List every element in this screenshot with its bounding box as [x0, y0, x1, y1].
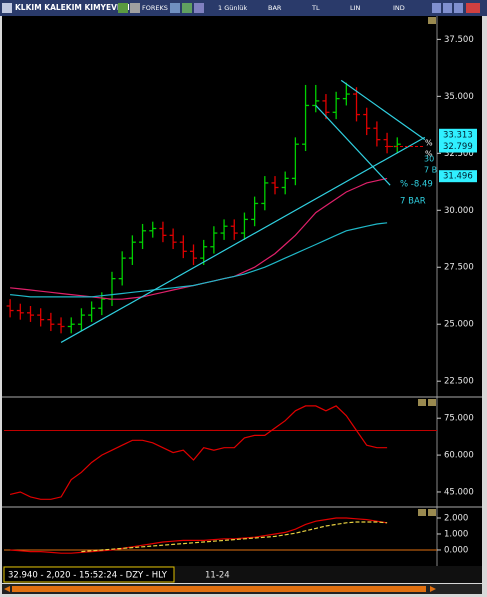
panel-button[interactable] [418, 509, 426, 516]
close-button[interactable] [466, 3, 480, 13]
price-label: 31.496 [443, 172, 473, 182]
signal-line [81, 521, 388, 553]
rsi-line [9, 405, 388, 500]
scrollbar-thumb[interactable] [12, 586, 426, 592]
trendline [315, 105, 391, 186]
price-label-box [439, 140, 477, 153]
period[interactable]: 1 Günlük [218, 4, 247, 12]
source: FOREKS [142, 4, 168, 12]
trendline [60, 136, 426, 343]
scroll-right[interactable] [430, 586, 436, 592]
y-tick-label: 32.500 [444, 149, 474, 159]
price-label-box [439, 128, 477, 141]
trendline [340, 79, 426, 141]
date-label: 11-24 [205, 571, 230, 581]
currency[interactable]: TL [311, 4, 320, 12]
plot-layer: 37.500 35.000 32.500 30.000 27.500 25.000 22.5… [4, 35, 477, 555]
annotation: % [425, 139, 433, 148]
y-tick-label: 22.500 [444, 377, 474, 387]
y-tick-label: 25.000 [444, 320, 474, 330]
macd-line [10, 517, 388, 554]
y-tick-label: 2.000 [444, 513, 468, 523]
y-tick-label: 0.000 [444, 545, 468, 555]
toolbar-icon[interactable] [118, 3, 128, 13]
indicators[interactable]: IND [393, 4, 405, 12]
annotation: % [425, 150, 433, 159]
restore-button[interactable] [454, 3, 463, 13]
maximize-button[interactable] [443, 3, 452, 13]
price-label: 33.313 [443, 130, 473, 140]
scroll-left[interactable] [4, 586, 10, 592]
quote: 32.940 - 2,020 - 15:52:24 - DZY - HLY [8, 571, 168, 581]
annotation: 30 [424, 155, 434, 164]
annotation: 7 BAR [400, 197, 426, 207]
y-tick-label: 45.000 [444, 487, 474, 497]
symbol: KLKIM KALEKIM KIMYEVI M [15, 3, 130, 12]
price-label: 32.799 [443, 142, 473, 152]
toolbar-icon[interactable] [130, 3, 140, 13]
toolbar-icon[interactable] [194, 3, 204, 13]
y-tick-label: 60.000 [444, 451, 474, 461]
scale[interactable]: LIN [350, 4, 361, 12]
y-tick-label: 75.000 [444, 414, 474, 424]
minimize-button[interactable] [432, 3, 441, 13]
toolbar-icon[interactable] [182, 3, 192, 13]
window-icon [2, 3, 12, 13]
moving-average [10, 222, 388, 298]
y-tick-label: 1.000 [444, 529, 468, 539]
annotation: % -8.49 [400, 180, 433, 190]
y-tick-label: 37.500 [444, 35, 474, 45]
panel-button[interactable] [418, 399, 426, 406]
y-tick-label: 30.000 [444, 206, 474, 216]
y-tick-label: 27.500 [444, 263, 474, 273]
chart-style[interactable]: BAR [268, 4, 282, 12]
panel-button[interactable] [428, 17, 436, 24]
panel-button[interactable] [428, 509, 436, 516]
y-tick-label: 35.000 [444, 92, 474, 102]
annotation: 7 B [424, 166, 437, 175]
quote-box [3, 566, 175, 583]
chart-area [2, 16, 482, 566]
panel-button[interactable] [428, 399, 436, 406]
toolbar-icon[interactable] [170, 3, 180, 13]
price-label-box [439, 170, 477, 183]
